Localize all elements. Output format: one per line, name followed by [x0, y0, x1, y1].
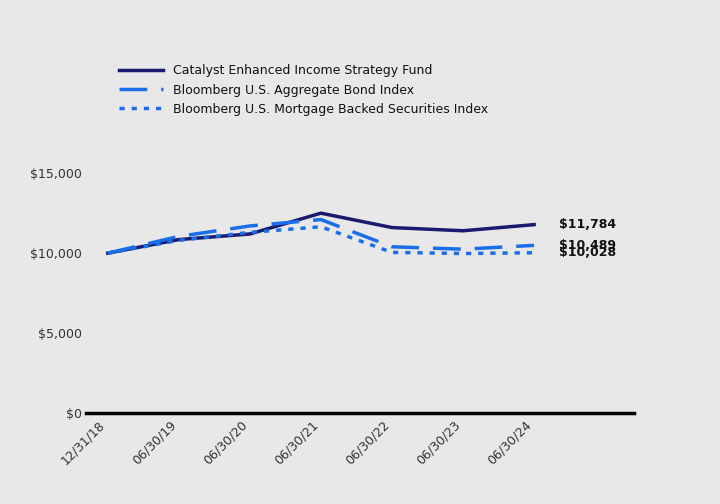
Text: $11,784: $11,784 [559, 218, 616, 231]
Text: $10,489: $10,489 [559, 239, 616, 252]
Text: $10,028: $10,028 [559, 246, 616, 259]
Legend: Catalyst Enhanced Income Strategy Fund, Bloomberg U.S. Aggregate Bond Index, Blo: Catalyst Enhanced Income Strategy Fund, … [114, 59, 492, 121]
